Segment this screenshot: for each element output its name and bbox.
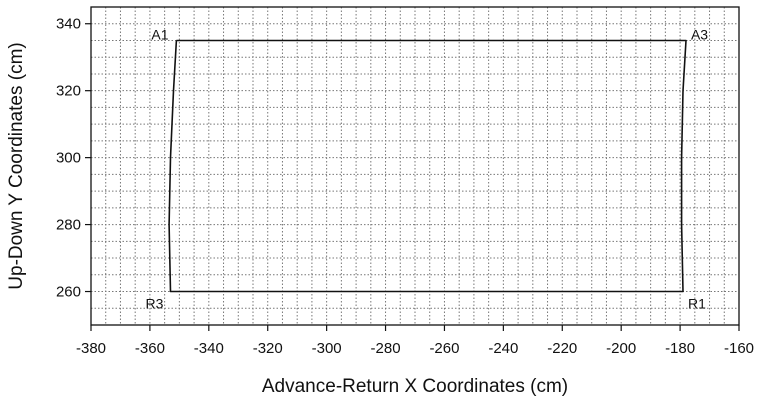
- x-tick-label: -340: [194, 340, 224, 357]
- x-tick-label: -240: [488, 340, 518, 357]
- x-tick-label: -260: [429, 340, 459, 357]
- annotation-label: R3: [146, 296, 164, 312]
- y-tick-label: 260: [56, 284, 81, 301]
- y-tick-label: 300: [56, 150, 81, 167]
- y-tick-labels: 260 280 300 320 340: [56, 16, 81, 301]
- x-tick-label: -320: [253, 340, 283, 357]
- tick-marks: [85, 23, 740, 331]
- annotation-label: A1: [151, 26, 168, 42]
- corner-annotations: A1 A3 R3 R1: [146, 26, 709, 311]
- x-tick-label: -220: [547, 340, 577, 357]
- x-tick-labels: -380 -360 -340 -320 -300 -280 -260 -240 -220 -200…: [76, 340, 754, 357]
- trajectory-line: [168, 39, 687, 293]
- x-tick-label: -160: [724, 340, 754, 357]
- x-tick-label: -200: [606, 340, 636, 357]
- y-tick-label: 280: [56, 217, 81, 234]
- x-tick-label: -380: [76, 340, 106, 357]
- x-axis-title: Advance-Return X Coordinates (cm): [262, 376, 568, 397]
- grid: [91, 7, 739, 325]
- plot-frame: [90, 6, 740, 326]
- annotation-label: R1: [688, 296, 706, 312]
- x-tick-label: -180: [665, 340, 695, 357]
- x-tick-label: -360: [135, 340, 165, 357]
- x-tick-label: -280: [371, 340, 401, 357]
- y-axis-title: Up-Down Y Coordinates (cm): [6, 42, 27, 289]
- y-tick-label: 340: [56, 16, 81, 33]
- x-tick-label: -300: [312, 340, 342, 357]
- annotation-label: A3: [691, 26, 708, 42]
- y-tick-label: 320: [56, 83, 81, 100]
